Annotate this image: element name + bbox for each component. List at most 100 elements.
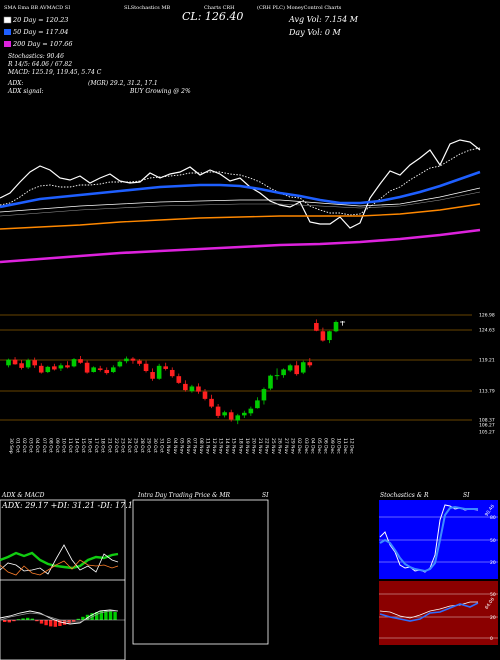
candle (255, 397, 260, 409)
candle-body (215, 406, 221, 416)
date-label: 20 Nov (250, 438, 256, 454)
date-label: 01 Oct (15, 438, 21, 453)
macd-bar (58, 620, 62, 626)
candle (176, 373, 182, 384)
date-label: 23 Oct (119, 438, 125, 453)
date-label: 22 Oct (113, 438, 119, 453)
date-label: 29 Nov (290, 438, 296, 454)
candle (19, 360, 24, 370)
price-levels: 126.98 124.63 119.21 113.79 108.37106.27105.… (0, 313, 495, 436)
candle (12, 357, 18, 365)
adx-lines (0, 544, 119, 576)
candle (104, 367, 110, 375)
candle (25, 358, 31, 369)
candle (274, 368, 280, 380)
stoch-tick-80: 80 (490, 515, 496, 521)
date-label: 11 Oct (67, 438, 73, 453)
candle-body (111, 367, 116, 373)
candle (294, 361, 299, 376)
candle-body (307, 362, 313, 366)
date-label: 19 Nov (244, 438, 250, 454)
macd-bar (53, 620, 57, 627)
date-label: 01 Nov (165, 438, 171, 454)
date-label: 28 Oct (139, 438, 145, 453)
candle-body (274, 375, 280, 377)
candle (202, 389, 208, 401)
candle (307, 358, 313, 368)
date-label: 08 Nov (198, 438, 204, 454)
date-label: 26 Nov (277, 438, 283, 454)
date-label: 03 Dec (303, 438, 309, 454)
r-white-line (379, 601, 478, 619)
candle-body (58, 365, 64, 369)
candle-body (25, 360, 31, 368)
r-tick-20: 20 (490, 615, 496, 621)
macd-bar (99, 611, 103, 620)
title-part2: SLStochastics MB (124, 5, 170, 11)
macd-bar (30, 618, 34, 620)
date-label: 15 Nov (231, 438, 237, 454)
candle-body (333, 321, 339, 332)
title-part3: Charts CRH (204, 5, 235, 11)
candle (45, 365, 51, 374)
candle (58, 363, 64, 372)
candle (91, 366, 96, 373)
candle-body (287, 365, 293, 371)
date-label: 17 Oct (93, 438, 99, 453)
candle (268, 374, 273, 391)
candle-body (300, 362, 306, 373)
r-tick-0: 0 (490, 636, 493, 642)
candle (150, 368, 155, 381)
candle-body (52, 366, 57, 370)
candle (209, 394, 214, 409)
title-part1: SMA Ema BB AVMACD SI (4, 5, 70, 11)
date-label: 06 Dec (322, 438, 328, 454)
stoch-label: Stochastics: 90.46 (8, 53, 64, 60)
price-level-label: 124.63 (479, 328, 495, 334)
candle-body (156, 365, 162, 379)
candle (300, 360, 306, 375)
candle-body (261, 389, 267, 401)
macd-bar (12, 620, 16, 622)
date-label: 14 Nov (224, 438, 230, 454)
candle-body (6, 359, 11, 366)
top-line: (CRH PLC) MoneyControl Charts (257, 4, 342, 11)
price-level-label: 113.79 (479, 389, 495, 395)
date-label: 04 Dec (309, 438, 315, 454)
candle-body (183, 383, 188, 391)
date-label: 21 Oct (106, 438, 112, 453)
candle (143, 360, 149, 373)
price-level-label: 106.27 (479, 423, 495, 429)
candle-body (117, 361, 123, 367)
macd-signal-line (0, 610, 118, 623)
candle-body (71, 359, 77, 367)
date-label: 18 Nov (237, 438, 243, 454)
date-label: 18 Oct (100, 438, 106, 453)
date-label: 07 Oct (41, 438, 47, 453)
intra-day-panel (132, 499, 269, 645)
sma200-swatch (4, 41, 11, 47)
candle (189, 384, 195, 393)
date-label: 07 Nov (191, 438, 197, 454)
candle-body (235, 415, 241, 421)
date-label: 25 Nov (270, 438, 276, 454)
candle-body (163, 366, 168, 369)
sma150-line (0, 203, 481, 230)
candle (163, 362, 168, 371)
date-label: 05 Dec (316, 438, 322, 454)
candle-body (189, 386, 195, 392)
sma100b-line (0, 191, 481, 217)
macd-bar (26, 617, 30, 620)
minus-di-line (0, 559, 119, 576)
stoch-tick-20: 20 (490, 560, 496, 566)
candle (6, 358, 11, 368)
candle-body (169, 369, 175, 377)
candle-body (91, 367, 96, 373)
candle-body (137, 360, 142, 364)
date-label: 05 Nov (178, 438, 184, 454)
date-label: 16 Oct (87, 438, 93, 453)
candle (340, 320, 346, 326)
macd-bar (21, 618, 25, 620)
r-blue-line (379, 602, 479, 622)
candle-body (32, 360, 37, 366)
